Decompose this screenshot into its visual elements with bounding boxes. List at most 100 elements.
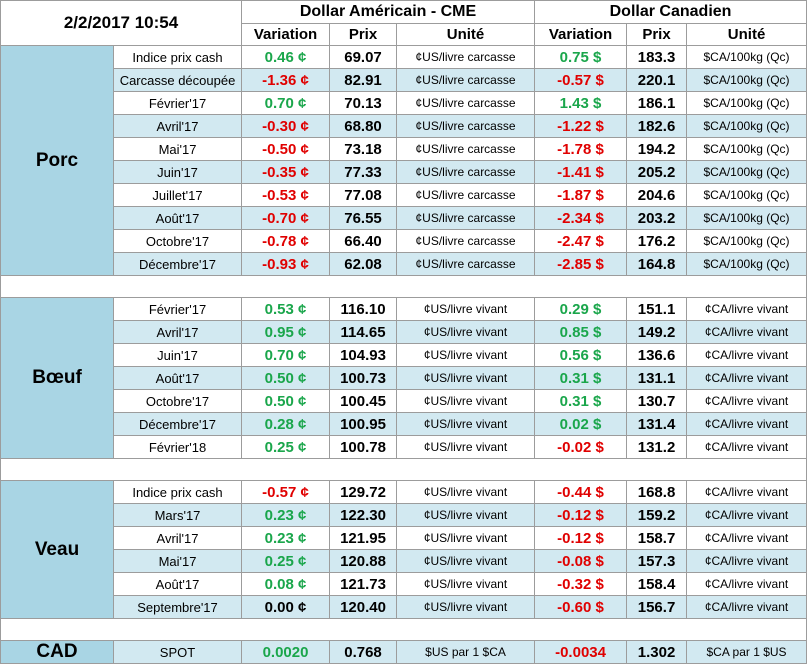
cad-variation: 0.31 $: [534, 389, 628, 413]
cad-price: 186.1: [626, 91, 688, 115]
usd-price: 100.45: [329, 389, 398, 413]
section-separator: [0, 458, 808, 481]
cad-variation: 0.31 $: [534, 366, 628, 390]
cad-variation: 0.29 $: [534, 297, 628, 321]
usd-unit: ¢US/livre vivant: [396, 343, 536, 367]
usd-variation: 0.95 ¢: [241, 320, 331, 344]
cad-unit: $CA/100kg (Qc): [686, 68, 808, 92]
usd-variation: 0.50 ¢: [241, 389, 331, 413]
cad-variation: 1.43 $: [534, 91, 628, 115]
usd-group-header: Dollar Américain - CME: [241, 0, 536, 24]
cad-prix-header: Prix: [626, 23, 688, 46]
usd-price: 73.18: [329, 137, 398, 161]
usd-price: 121.73: [329, 572, 398, 596]
usd-variation: -0.35 ¢: [241, 160, 331, 184]
usd-unit: ¢US/livre vivant: [396, 412, 536, 436]
usd-variation: -0.30 ¢: [241, 114, 331, 138]
separator-cell: [0, 458, 808, 481]
usd-price: 104.93: [329, 343, 398, 367]
usd-price: 120.40: [329, 595, 398, 619]
cad-variation: -2.34 $: [534, 206, 628, 230]
usd-price: 77.33: [329, 160, 398, 184]
cad-unit: ¢CA/livre vivant: [686, 595, 808, 619]
usd-price: 100.73: [329, 366, 398, 390]
cad-price: 220.1: [626, 68, 688, 92]
cad-price: 158.7: [626, 526, 688, 550]
usd-price: 100.95: [329, 412, 398, 436]
usd-prix-header: Prix: [329, 23, 398, 46]
usd-variation: 0.70 ¢: [241, 91, 331, 115]
table-row: Octobre'17 -0.78 ¢ 66.40 ¢US/livre carcasse…: [1, 229, 808, 253]
usd-variation: -0.93 ¢: [241, 252, 331, 276]
table-row: Avril'17 -0.30 ¢ 68.80 ¢US/livre carcasse -1…: [1, 114, 808, 138]
usd-unit: ¢US/livre carcasse: [396, 183, 536, 207]
cad-variation: -0.02 $: [534, 435, 628, 459]
table-row: Juin'17 -0.35 ¢ 77.33 ¢US/livre carcasse -1.…: [1, 160, 808, 184]
category-veau: Veau: [0, 480, 114, 619]
usd-unit: ¢US/livre carcasse: [396, 137, 536, 161]
usd-price: 76.55: [329, 206, 398, 230]
usd-variation: 0.23 ¢: [241, 503, 331, 527]
contract-label: Août'17: [112, 366, 243, 390]
contract-label: Avril'17: [112, 114, 243, 138]
usd-unit: ¢US/livre carcasse: [396, 229, 536, 253]
cad-variation: 0.75 $: [534, 45, 628, 69]
cad-unit: ¢CA/livre vivant: [686, 343, 808, 367]
contract-label: Avril'17: [112, 320, 243, 344]
cad-price: 130.7: [626, 389, 688, 413]
cad-variation: -1.22 $: [534, 114, 628, 138]
table-row: Avril'17 0.95 ¢ 114.65 ¢US/livre vivant 0.85…: [1, 320, 808, 344]
usd-unit: ¢US/livre carcasse: [396, 45, 536, 69]
usd-price: 0.768: [329, 640, 398, 664]
usd-unit: ¢US/livre vivant: [396, 297, 536, 321]
table-row: Août'17 0.50 ¢ 100.73 ¢US/livre vivant 0.31 …: [1, 366, 808, 390]
separator-cell: [0, 618, 808, 641]
usd-variation: -0.57 ¢: [241, 480, 331, 504]
cad-variation: -0.60 $: [534, 595, 628, 619]
table-row: Août'17 0.08 ¢ 121.73 ¢US/livre vivant -0.32…: [1, 572, 808, 596]
cad-unit: ¢CA/livre vivant: [686, 572, 808, 596]
cad-price: 131.2: [626, 435, 688, 459]
contract-label: Février'17: [112, 297, 243, 321]
cad-unit: ¢CA/livre vivant: [686, 297, 808, 321]
cad-variation: -0.32 $: [534, 572, 628, 596]
usd-unit: ¢US/livre carcasse: [396, 91, 536, 115]
cad-unit: ¢CA/livre vivant: [686, 503, 808, 527]
cad-unit: $CA/100kg (Qc): [686, 137, 808, 161]
usd-variation: 0.23 ¢: [241, 526, 331, 550]
usd-variation: 0.25 ¢: [241, 435, 331, 459]
cad-price: 131.1: [626, 366, 688, 390]
cad-group-header: Dollar Canadien: [534, 0, 808, 24]
cad-price: 182.6: [626, 114, 688, 138]
usd-unit: ¢US/livre carcasse: [396, 160, 536, 184]
usd-unit: ¢US/livre vivant: [396, 549, 536, 573]
usd-price: 77.08: [329, 183, 398, 207]
usd-variation: 0.28 ¢: [241, 412, 331, 436]
cad-unit: ¢CA/livre vivant: [686, 320, 808, 344]
header-row-1: 2/2/2017 10:54 Dollar Américain - CME Do…: [0, 0, 808, 46]
cad-variation: -0.0034: [534, 640, 628, 664]
cad-price: 164.8: [626, 252, 688, 276]
usd-variation: -1.36 ¢: [241, 68, 331, 92]
cad-price: 168.8: [626, 480, 688, 504]
table-row: Veau Indice prix cash -0.57 ¢ 129.72 ¢US/liv…: [0, 480, 808, 619]
usd-unit: ¢US/livre carcasse: [396, 252, 536, 276]
usd-price: 100.78: [329, 435, 398, 459]
table-row: Mai'17 -0.50 ¢ 73.18 ¢US/livre carcasse -1.7…: [1, 137, 808, 161]
contract-label: Avril'17: [112, 526, 243, 550]
cad-price: 157.3: [626, 549, 688, 573]
usd-variation: 0.70 ¢: [241, 343, 331, 367]
contract-label: Carcasse découpée: [112, 68, 243, 92]
section-separator: [0, 275, 808, 298]
contract-label: Décembre'17: [112, 412, 243, 436]
category-porc: Porc: [0, 45, 114, 276]
contract-label: Juin'17: [112, 343, 243, 367]
timestamp: 2/2/2017 10:54: [0, 0, 243, 46]
cad-unit: ¢CA/livre vivant: [686, 366, 808, 390]
usd-variation: 0.08 ¢: [241, 572, 331, 596]
table-row: Avril'17 0.23 ¢ 121.95 ¢US/livre vivant -0.1…: [1, 526, 808, 550]
usd-unit: ¢US/livre vivant: [396, 435, 536, 459]
table-row: Bœuf Février'17 0.53 ¢ 116.10 ¢US/livre viva…: [0, 297, 808, 459]
table-row: Février'18 0.25 ¢ 100.78 ¢US/livre vivant -0…: [1, 435, 808, 459]
table-row: Porc Indice prix cash 0.46 ¢ 69.07 ¢US/livre…: [0, 45, 808, 276]
